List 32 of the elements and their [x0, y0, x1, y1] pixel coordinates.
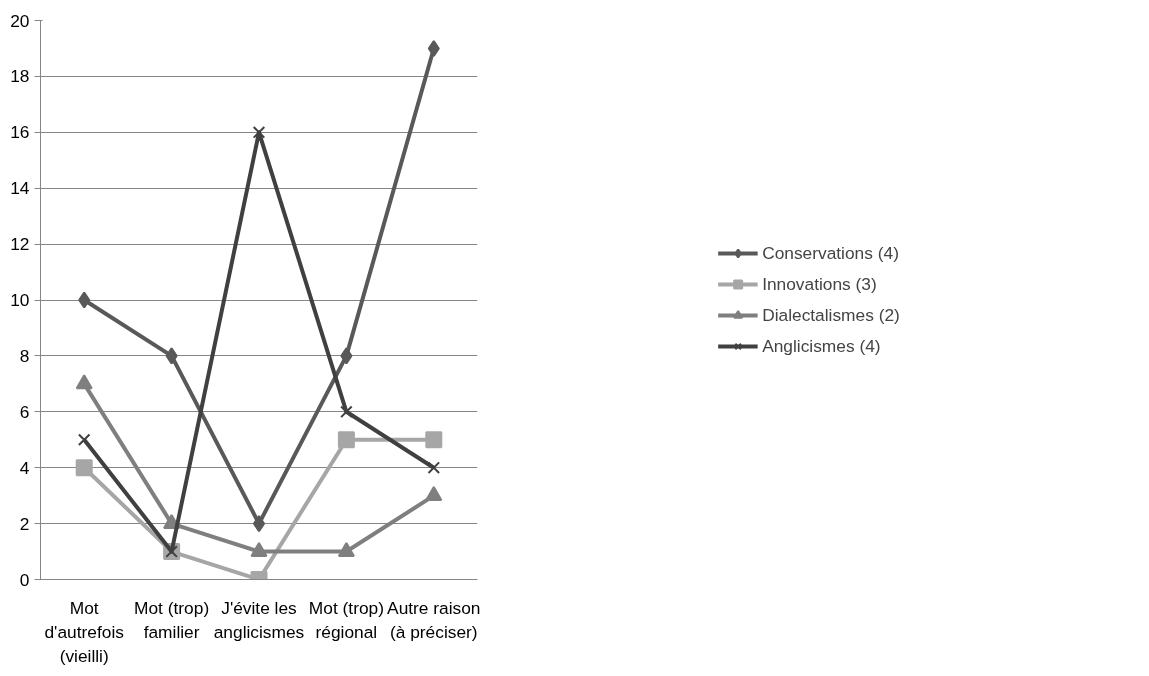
point: [340, 405, 353, 419]
legend-label: Innovations (3): [762, 273, 877, 295]
point: [427, 39, 440, 57]
y-tick-label: 10: [10, 290, 30, 310]
x-tick-label: J'évite les anglicismes: [213, 597, 305, 642]
point: [78, 291, 91, 309]
y-tick-label: 8: [19, 345, 30, 366]
point: [340, 347, 353, 365]
x-tick-label: Mot d'autrefois (vieilli): [44, 597, 125, 666]
point: [165, 347, 178, 365]
y-tick-label: 12: [10, 234, 30, 255]
x-tick-label: Mot (trop) familier: [134, 597, 210, 642]
y-tick-label: 16: [10, 122, 30, 143]
point: [427, 461, 441, 474]
legend-label: Dialectalismes (2): [762, 304, 900, 326]
y-tick-label: 0: [19, 569, 30, 590]
point: [252, 126, 266, 139]
point: [77, 433, 91, 447]
point: [75, 459, 93, 477]
x-tick-label: Autre raison (à préciser): [387, 597, 481, 642]
y-tick-label: 4: [19, 457, 30, 478]
y-tick-label: 20: [10, 10, 30, 31]
point: [75, 374, 93, 390]
legend-label: Anglicismes (4): [762, 335, 881, 357]
point: [425, 431, 443, 449]
point: [337, 431, 355, 449]
y-tick-label: 6: [19, 401, 30, 422]
y-tick-label: 2: [19, 513, 30, 534]
y-tick-label: 18: [10, 66, 30, 87]
x-tick-label: Mot (trop) régional: [308, 597, 384, 642]
legend-label: Conservations (4): [762, 242, 899, 264]
y-tick-label: 14: [10, 178, 30, 199]
